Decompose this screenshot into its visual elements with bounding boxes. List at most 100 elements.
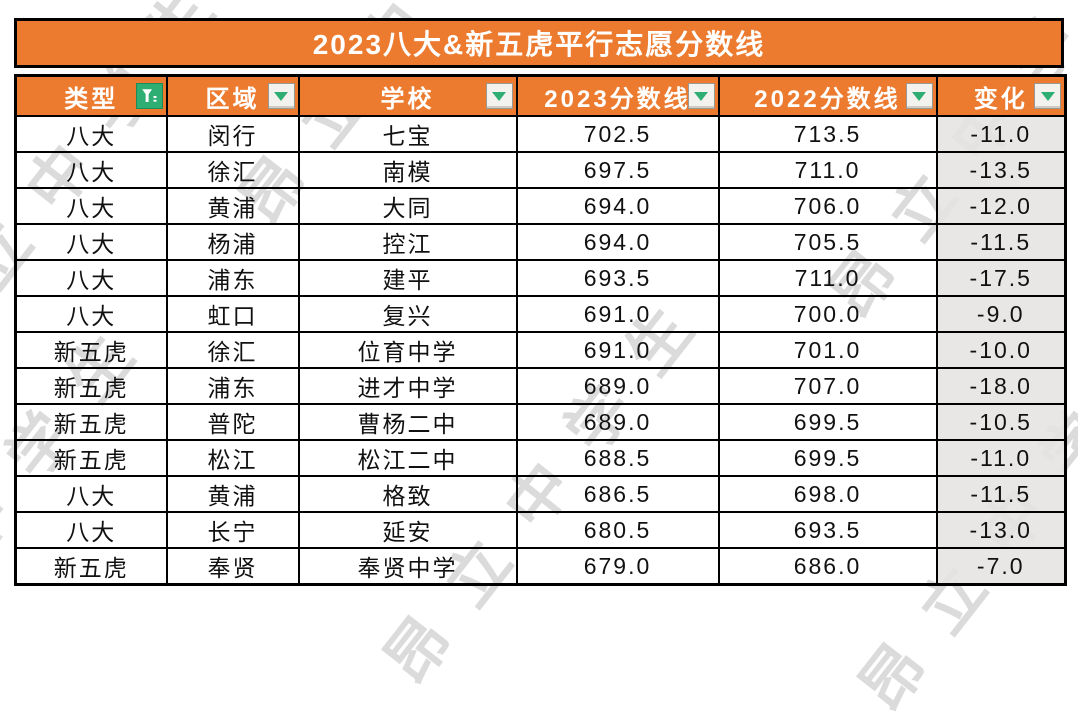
- table-row: 八大 黄浦 大同 694.0 706.0 -12.0: [14, 187, 1067, 225]
- filter-dropdown-button[interactable]: [687, 83, 715, 109]
- table-row: 八大 闵行 七宝 702.5 713.5 -11.0: [14, 115, 1067, 153]
- table-cell[interactable]: -17.5: [935, 259, 1067, 297]
- column-header-label: 2023分数线: [544, 85, 691, 113]
- table-cell[interactable]: 新五虎: [14, 331, 168, 369]
- table-cell[interactable]: 689.0: [515, 403, 720, 441]
- table-cell[interactable]: 八大: [14, 151, 168, 189]
- table-cell[interactable]: -7.0: [935, 547, 1067, 586]
- table-cell[interactable]: 浦东: [165, 259, 300, 297]
- table-row: 新五虎 松江 松江二中 688.5 699.5 -11.0: [14, 439, 1067, 477]
- table-cell[interactable]: 延安: [297, 511, 518, 549]
- table-cell[interactable]: -11.0: [935, 115, 1067, 153]
- table-cell[interactable]: 位育中学: [297, 331, 518, 369]
- table-cell[interactable]: 689.0: [515, 367, 720, 405]
- table-cell[interactable]: 691.0: [515, 295, 720, 333]
- table-row: 八大 杨浦 控江 694.0 705.5 -11.5: [14, 223, 1067, 261]
- table-cell[interactable]: 七宝: [297, 115, 518, 153]
- table-cell[interactable]: 八大: [14, 223, 168, 261]
- table-cell[interactable]: -9.0: [935, 295, 1067, 333]
- chevron-down-icon: [912, 92, 926, 101]
- table-cell[interactable]: 698.0: [717, 475, 938, 513]
- table-cell[interactable]: -18.0: [935, 367, 1067, 405]
- table-cell[interactable]: 八大: [14, 511, 168, 549]
- chevron-down-icon: [1040, 92, 1055, 101]
- table-row: 新五虎 普陀 曹杨二中 689.0 699.5 -10.5: [14, 403, 1067, 441]
- table-cell[interactable]: 680.5: [515, 511, 720, 549]
- filter-dropdown-button[interactable]: [485, 83, 513, 109]
- table-cell[interactable]: 长宁: [165, 511, 300, 549]
- table-row: 八大 黄浦 格致 686.5 698.0 -11.5: [14, 475, 1067, 513]
- table-cell[interactable]: 705.5: [717, 223, 938, 261]
- table-row: 八大 浦东 建平 693.5 711.0 -17.5: [14, 259, 1067, 297]
- table-cell[interactable]: 奉贤中学: [297, 547, 518, 586]
- table-cell[interactable]: 新五虎: [14, 403, 168, 441]
- table-cell[interactable]: 694.0: [515, 187, 720, 225]
- chevron-down-icon: [274, 92, 288, 101]
- table-cell[interactable]: 新五虎: [14, 367, 168, 405]
- table-cell[interactable]: 694.0: [515, 223, 720, 261]
- table-cell[interactable]: 693.5: [515, 259, 720, 297]
- table-cell[interactable]: -11.5: [935, 223, 1067, 261]
- table-cell[interactable]: -11.0: [935, 439, 1067, 477]
- table-cell[interactable]: -11.5: [935, 475, 1067, 513]
- table-cell[interactable]: 徐汇: [165, 331, 300, 369]
- table-cell[interactable]: 闵行: [165, 115, 300, 153]
- column-header-district: 区域: [165, 74, 300, 117]
- table-cell[interactable]: 南模: [297, 151, 518, 189]
- table-cell[interactable]: 格致: [297, 475, 518, 513]
- table-cell[interactable]: 711.0: [717, 151, 938, 189]
- table-row: 八大 虹口 复兴 691.0 700.0 -9.0: [14, 295, 1067, 333]
- table-cell[interactable]: 706.0: [717, 187, 938, 225]
- table-cell[interactable]: 699.5: [717, 403, 938, 441]
- table-cell[interactable]: 691.0: [515, 331, 720, 369]
- table-cell[interactable]: 杨浦: [165, 223, 300, 261]
- table-cell[interactable]: 八大: [14, 115, 168, 153]
- column-header-score-2023: 2023分数线: [515, 74, 720, 117]
- table-cell[interactable]: 新五虎: [14, 439, 168, 477]
- table-cell[interactable]: 700.0: [717, 295, 938, 333]
- table-cell[interactable]: 松江: [165, 439, 300, 477]
- table-cell[interactable]: 688.5: [515, 439, 720, 477]
- table-cell[interactable]: 八大: [14, 187, 168, 225]
- table-cell[interactable]: 686.0: [717, 547, 938, 586]
- table-cell[interactable]: 奉贤: [165, 547, 300, 586]
- table-cell[interactable]: 697.5: [515, 151, 720, 189]
- table-cell[interactable]: -10.5: [935, 403, 1067, 441]
- filter-dropdown-button[interactable]: [905, 83, 933, 109]
- table-cell[interactable]: 679.0: [515, 547, 720, 586]
- funnel-filter-button[interactable]: [135, 83, 163, 109]
- table-cell[interactable]: 702.5: [515, 115, 720, 153]
- table-cell[interactable]: 控江: [297, 223, 518, 261]
- table-cell[interactable]: 徐汇: [165, 151, 300, 189]
- table-cell[interactable]: 虹口: [165, 295, 300, 333]
- table-cell[interactable]: -12.0: [935, 187, 1067, 225]
- table-cell[interactable]: 八大: [14, 259, 168, 297]
- filter-dropdown-button[interactable]: [267, 83, 295, 109]
- table-cell[interactable]: 八大: [14, 475, 168, 513]
- table-cell[interactable]: -10.0: [935, 331, 1067, 369]
- column-header-label: 2022分数线: [754, 85, 901, 113]
- table-cell[interactable]: 699.5: [717, 439, 938, 477]
- table-cell[interactable]: 701.0: [717, 331, 938, 369]
- table-cell[interactable]: 大同: [297, 187, 518, 225]
- table-cell[interactable]: 693.5: [717, 511, 938, 549]
- table-cell[interactable]: -13.5: [935, 151, 1067, 189]
- table-cell[interactable]: 新五虎: [14, 547, 168, 586]
- table-cell[interactable]: 707.0: [717, 367, 938, 405]
- table-cell[interactable]: 建平: [297, 259, 518, 297]
- table-cell[interactable]: -13.0: [935, 511, 1067, 549]
- table-cell[interactable]: 曹杨二中: [297, 403, 518, 441]
- table-cell[interactable]: 黄浦: [165, 475, 300, 513]
- table-cell[interactable]: 普陀: [165, 403, 300, 441]
- table-cell[interactable]: 686.5: [515, 475, 720, 513]
- table-cell[interactable]: 黄浦: [165, 187, 300, 225]
- table-cell[interactable]: 进才中学: [297, 367, 518, 405]
- chevron-down-icon: [492, 92, 506, 101]
- filter-dropdown-button[interactable]: [1034, 83, 1061, 109]
- table-cell[interactable]: 松江二中: [297, 439, 518, 477]
- table-cell[interactable]: 711.0: [717, 259, 938, 297]
- table-cell[interactable]: 浦东: [165, 367, 300, 405]
- table-cell[interactable]: 八大: [14, 295, 168, 333]
- table-cell[interactable]: 复兴: [297, 295, 518, 333]
- table-cell[interactable]: 713.5: [717, 115, 938, 153]
